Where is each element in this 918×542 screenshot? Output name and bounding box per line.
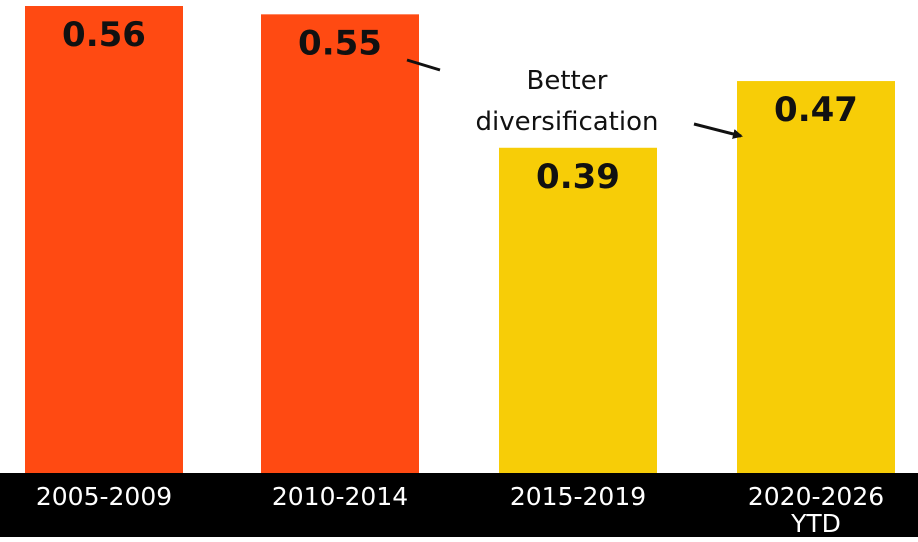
- value-label-3: 0.39: [536, 157, 620, 197]
- x-axis-band: [0, 473, 918, 537]
- bar-4: [737, 81, 895, 473]
- annotation-line-2: diversification: [476, 107, 659, 137]
- annotation-arrow: [693, 122, 743, 139]
- value-label-2: 0.55: [298, 23, 382, 63]
- value-label-4: 0.47: [774, 90, 858, 130]
- bar-1: [25, 6, 183, 473]
- annotation-pointer-line: [406, 58, 441, 72]
- bar-3: [499, 147, 657, 473]
- x-tick-label-3: 2015-2019: [510, 482, 646, 511]
- x-tick-label-4-line-1: 2020-2026: [748, 482, 884, 511]
- annotation-group: Better diversification: [406, 58, 743, 139]
- x-tick-label-4-line-2: YTD: [790, 509, 841, 537]
- annotation-line-1: Better: [527, 66, 608, 96]
- value-labels-group: 0.56 0.55 0.39 0.47: [62, 15, 858, 197]
- x-tick-label-1: 2005-2009: [36, 482, 172, 511]
- bars-group: [25, 6, 895, 473]
- bar-2: [261, 14, 419, 473]
- value-label-1: 0.56: [62, 15, 146, 55]
- x-tick-label-2: 2010-2014: [272, 482, 408, 511]
